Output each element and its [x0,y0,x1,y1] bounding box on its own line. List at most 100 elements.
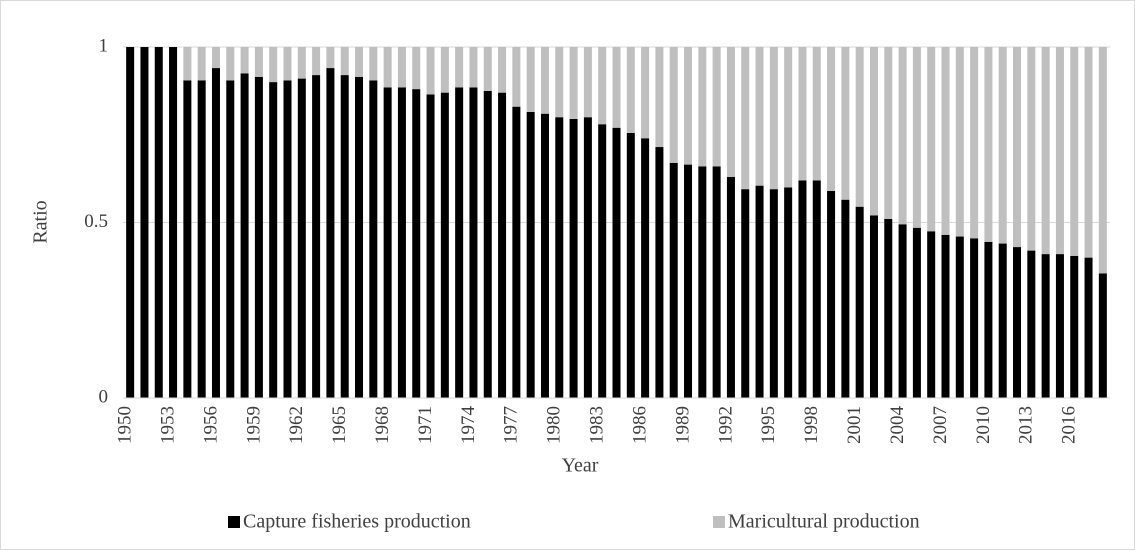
y-axis-title: Ratio [30,200,52,243]
bar-segment [412,47,421,90]
bar-segment [397,47,406,88]
bar-segment [1041,254,1050,398]
x-tick-label: 1986 [629,406,650,444]
bar-segment [483,90,492,398]
bar-segment [869,215,878,398]
bar-segment [340,75,349,398]
bar-segment [197,47,206,81]
bar-segment [998,243,1007,398]
bar-segment [126,47,135,398]
bar-segment [626,47,635,133]
bar-segment [1098,273,1107,398]
bar-segment [226,47,235,81]
x-tick-label: 1968 [372,406,393,444]
bar-segment [726,47,735,177]
bar-segment [941,47,950,235]
x-tick-label: 1983 [587,406,608,444]
x-tick-label: 2010 [973,406,994,444]
bar-segment [183,80,192,398]
bar-segment [655,147,664,398]
bar-segment [927,47,936,232]
bar-segment [755,185,764,398]
x-tick-label: 1974 [458,406,479,445]
x-tick-label: 2007 [930,406,951,444]
bar-segment [755,47,764,186]
x-tick-label: 1956 [200,406,221,444]
y-tick-label: 0.5 [84,211,108,232]
bar-segment [397,87,406,399]
bar-segment [140,47,149,398]
bar-segment [197,80,206,398]
x-tick-label: 1962 [286,406,307,444]
y-tick-label: 1 [99,35,109,56]
bar-segment [912,227,921,398]
bar-segment [598,124,607,398]
bar-segment [240,47,249,74]
bar-segment [984,241,993,398]
bar-segment [655,47,664,148]
bar-segment [741,47,750,190]
bar-segment [583,117,592,398]
bar-segment [698,166,707,398]
bar-segment [741,189,750,398]
bar-segment [898,224,907,398]
bar-segment [555,47,564,118]
bar-segment [1013,247,1022,398]
bar-segment [469,87,478,399]
bar-segment [269,82,278,398]
bar-segment [612,127,621,398]
bar-segment [1098,47,1107,274]
bar-segment [526,111,535,398]
bar-segment [369,80,378,398]
bar-segment [841,47,850,200]
bar-segment [984,47,993,242]
bar-segment [798,180,807,398]
x-tick-label: 1950 [115,406,136,444]
bar-segment [884,218,893,398]
bar-segment [927,231,936,398]
bar-segment [426,94,435,398]
bar-segment [498,92,507,398]
bar-segment [211,68,220,398]
bar-segment [355,47,364,77]
bar-segment [941,234,950,398]
bar-segment [254,76,263,399]
bar-segment [154,47,163,398]
bar-segment [726,176,735,398]
bar-segment [626,132,635,398]
bar-segment [583,47,592,118]
bar-segment [970,47,979,239]
bar-segment [912,47,921,228]
x-tick-label: 1980 [544,406,565,444]
bar-segment [827,47,836,191]
bar-segment [641,138,650,398]
bar-segment [412,89,421,399]
x-tick-label: 1953 [157,406,178,444]
legend-swatch [713,516,725,528]
bar-segment [211,47,220,69]
legend-label: Capture fisheries production [243,511,471,533]
bar-segment [955,47,964,237]
bar-segment [326,47,335,69]
x-tick-label: 1995 [758,406,779,444]
bar-segment [1070,255,1079,398]
x-tick-label: 2013 [1016,406,1037,444]
bar-segment [540,113,549,398]
bar-segment [455,47,464,88]
bar-segment [712,47,721,167]
y-tick-label: 0 [99,386,109,407]
bar-segment [769,47,778,190]
bar-segment [684,164,693,398]
bar-segment [769,189,778,398]
bar-segment [440,92,449,398]
x-tick-label: 1959 [243,406,264,444]
bar-segment [226,80,235,398]
bar-segment [183,47,192,81]
bar-segment [855,206,864,398]
bar-segment [841,199,850,398]
x-tick-label: 1971 [415,406,436,444]
bar-segment [498,47,507,93]
bar-segment [712,166,721,398]
bar-segment [312,47,321,76]
bar-segment [884,47,893,219]
